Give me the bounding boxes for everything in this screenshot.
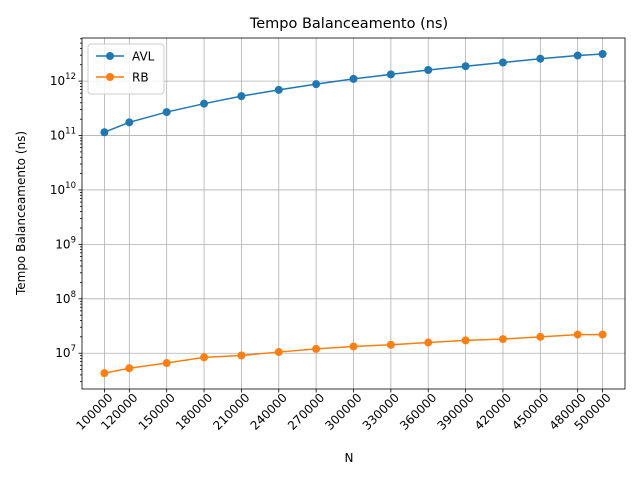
data-point-avl: [424, 66, 433, 75]
data-point-avl: [498, 58, 507, 67]
data-point-avl: [125, 118, 134, 127]
data-point-avl: [274, 85, 283, 94]
x-tick-label: 360000: [397, 391, 439, 433]
x-axis-label: N: [345, 451, 354, 465]
y-tick-label: 1010: [50, 181, 76, 197]
data-point-avl: [536, 54, 545, 63]
data-point-avl: [386, 70, 395, 79]
x-tick-label: 270000: [285, 391, 327, 433]
x-tick-label: 330000: [360, 391, 402, 433]
legend-swatch-marker: [106, 52, 114, 60]
data-point-rb: [349, 342, 358, 351]
y-tick-label: 108: [55, 290, 76, 306]
y-tick-label: 1012: [50, 72, 76, 88]
data-point-avl: [349, 74, 358, 83]
data-point-rb: [100, 369, 109, 378]
data-point-rb: [573, 330, 582, 339]
data-point-rb: [386, 340, 395, 349]
data-point-rb: [536, 332, 545, 341]
data-point-rb: [598, 330, 607, 339]
data-point-rb: [461, 336, 470, 345]
y-tick-label: 1011: [50, 127, 76, 143]
data-point-avl: [312, 80, 321, 89]
data-point-avl: [573, 51, 582, 60]
chart-title: Tempo Balanceamento (ns): [249, 16, 448, 32]
data-point-avl: [200, 99, 209, 108]
data-point-avl: [162, 108, 171, 117]
data-point-avl: [598, 50, 607, 59]
x-tick-label: 240000: [248, 391, 290, 433]
legend-label: AVL: [132, 50, 155, 64]
series-layer: [100, 50, 607, 378]
tick-layer: 1000001200001500001800002100002400002700…: [50, 38, 614, 433]
data-point-rb: [424, 338, 433, 347]
data-point-rb: [237, 351, 246, 360]
data-point-rb: [498, 335, 507, 344]
x-tick-label: 180000: [173, 391, 215, 433]
legend-swatch-marker: [106, 73, 114, 81]
y-tick-label: 109: [55, 235, 76, 251]
data-point-avl: [237, 92, 246, 101]
data-point-avl: [461, 62, 470, 71]
x-tick-label: 210000: [210, 391, 252, 433]
data-point-rb: [200, 353, 209, 362]
x-tick-label: 420000: [472, 391, 514, 433]
legend-label: RB: [132, 71, 149, 85]
x-tick-label: 300000: [322, 391, 364, 433]
y-tick-label: 107: [55, 344, 76, 360]
grid-layer: [82, 38, 625, 389]
x-tick-label: 450000: [509, 391, 551, 433]
data-point-rb: [274, 348, 283, 357]
y-axis-label: Tempo Balanceamento (ns): [14, 131, 28, 296]
legend: AVL RB: [87, 43, 165, 95]
x-tick-label: 150000: [136, 391, 178, 433]
x-tick-label: 390000: [434, 391, 476, 433]
data-point-rb: [312, 344, 321, 353]
data-point-rb: [162, 359, 171, 368]
data-point-avl: [100, 128, 109, 137]
data-point-rb: [125, 364, 134, 373]
